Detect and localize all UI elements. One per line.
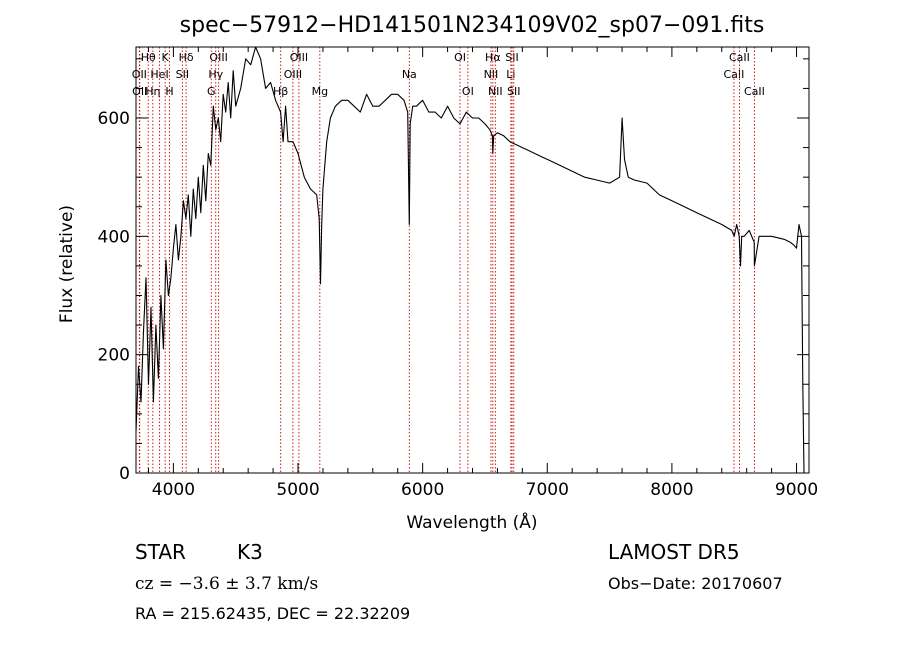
x-tick-label: 9000 <box>775 480 818 500</box>
spectral-line-label: Hδ <box>179 51 194 64</box>
plot-frame <box>135 46 810 474</box>
x-tick-label: 6000 <box>401 480 444 500</box>
spectral-line-label: OI <box>462 85 474 98</box>
spectral-line-label: CaII <box>724 68 745 81</box>
spectral-line-label: G <box>207 85 216 98</box>
spectrum-series-line <box>135 46 805 474</box>
chart-title: spec−57912−HD141501N234109V02_sp07−091.f… <box>180 13 765 38</box>
coordinates-label: RA = 215.62435, DEC = 22.32209 <box>135 604 410 623</box>
survey-label: LAMOST DR5 <box>608 540 740 564</box>
spectral-line-label: Hη <box>145 85 160 98</box>
y-tick-label: 600 <box>98 109 130 129</box>
y-tick-label: 400 <box>98 227 130 247</box>
spectral-line-label: HeI <box>150 68 168 81</box>
spectral-line-label: Hγ <box>208 68 223 81</box>
x-axis-title: Wavelength (Å) <box>406 511 537 533</box>
spectral-line-label: Hθ <box>141 51 156 64</box>
spectral-line-label: NII <box>484 68 499 81</box>
x-tick-label: 5000 <box>276 480 319 500</box>
spectral-line-label: OIII <box>209 51 227 64</box>
spectral-line-label: Li <box>506 68 515 81</box>
spectral-line-label: SII <box>505 51 518 64</box>
spectral-line-label: SII <box>507 85 520 98</box>
y-tick-label: 200 <box>98 346 130 366</box>
redshift-velocity-label: cz = −3.6 ± 3.7 km/s <box>135 574 318 594</box>
observation-date-label: Obs−Date: 20170607 <box>608 574 783 593</box>
object-class-label: STAR <box>135 540 186 564</box>
spectral-line-label: Hα <box>485 51 501 64</box>
y-axis-title: Flux (relative) <box>57 205 77 323</box>
spectral-line-label: NII <box>488 85 503 98</box>
spectral-line-label: OIII <box>284 68 302 81</box>
spectral-line-label: CaII <box>744 85 765 98</box>
x-tick-label: 8000 <box>650 480 693 500</box>
spectral-line-label: SII <box>176 68 189 81</box>
spectral-line-label: OIII <box>290 51 308 64</box>
spectral-line-label: Na <box>402 68 417 81</box>
y-tick-label: 0 <box>119 464 130 484</box>
object-subclass-label: K3 <box>237 540 263 564</box>
spectral-line-label: Mg <box>312 85 328 98</box>
spectral-line-label: K <box>162 51 170 64</box>
spectral-line-label: OI <box>454 51 466 64</box>
x-tick-label: 7000 <box>526 480 569 500</box>
x-tick-label: 4000 <box>152 480 195 500</box>
spectral-line-label: Hβ <box>273 85 288 98</box>
spectral-line-label: CaII <box>729 51 750 64</box>
spectral-line-label: H <box>165 85 173 98</box>
